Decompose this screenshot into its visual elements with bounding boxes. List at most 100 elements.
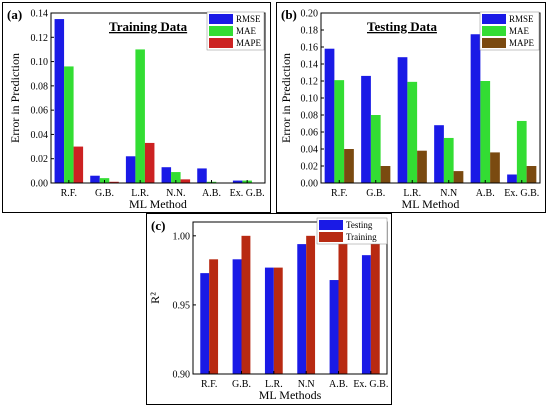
bar xyxy=(334,80,345,183)
x-tick-label: Ex. G.B. xyxy=(230,188,265,199)
r-squared-bar-chart: (c) 0.90 0.95 1.00 R.F. G.B. L.R. N.N A.B. Ex. G.… xyxy=(148,217,388,402)
legend-label: RMSE xyxy=(509,14,534,24)
y-tick-label: 0.95 xyxy=(173,300,191,311)
bar xyxy=(73,146,84,183)
y-tick-label: 0.12 xyxy=(301,77,319,88)
x-axis-title: ML Methods xyxy=(259,388,322,402)
x-tick-label: L.R. xyxy=(403,188,421,199)
y-tick-label: 0.12 xyxy=(31,33,49,44)
y-tick-label: 0.90 xyxy=(173,370,191,381)
bar xyxy=(241,235,251,374)
bar xyxy=(526,166,537,183)
y-tick-label: 0.02 xyxy=(301,162,319,173)
x-tick-label: N.N xyxy=(440,188,457,199)
chart-panel-r-squared: (c) 0.90 0.95 1.00 R.F. G.B. L.R. N.N A.B. Ex. G.… xyxy=(146,213,392,405)
legend-label: MAE xyxy=(236,26,257,36)
chart-panel-testing: (b) Testing Data 0.00 0.02 0.04 0.06 0.08 0.10 0… xyxy=(276,2,546,213)
bar xyxy=(329,280,339,374)
bar xyxy=(344,149,354,183)
bar xyxy=(144,142,155,183)
legend-label: Training xyxy=(346,232,377,242)
bar xyxy=(470,34,481,183)
y-tick-label: 0.06 xyxy=(31,106,49,117)
bar xyxy=(480,81,491,183)
y-tick-label: 0.04 xyxy=(301,145,319,156)
y-tick-label: 0.00 xyxy=(301,179,319,190)
x-tick-label: A.B. xyxy=(476,188,495,199)
y-tick-label: 0.16 xyxy=(301,43,319,54)
plot-area-frame xyxy=(192,221,388,375)
x-tick-label: Ex. G.B. xyxy=(353,379,388,390)
legend-label: MAE xyxy=(509,26,530,36)
chart-title: Testing Data xyxy=(367,19,437,34)
bar xyxy=(361,255,371,374)
y-tick-label: 0.06 xyxy=(301,128,319,139)
bar xyxy=(232,180,243,183)
training-bar-chart: (a) Training Data 0.00 0.02 0.04 0.06 0.08 0.10… xyxy=(7,7,266,211)
bar xyxy=(209,259,219,374)
legend-swatch xyxy=(319,220,343,230)
legend-swatch xyxy=(482,38,506,48)
y-tick-label: 0.08 xyxy=(31,81,49,92)
x-tick-label: Ex. G.B. xyxy=(504,188,539,199)
y-axis-title: Error in Prediction xyxy=(8,53,22,143)
x-axis-title: ML Method xyxy=(402,197,460,211)
x-tick-label: N.N xyxy=(298,379,315,390)
bar xyxy=(516,120,527,183)
bar xyxy=(507,174,517,183)
legend-swatch xyxy=(209,26,233,36)
bar xyxy=(109,181,119,183)
legend-label: Testing xyxy=(346,220,373,230)
x-tick-label: R.F. xyxy=(201,379,217,390)
x-axis-title: ML Method xyxy=(129,197,187,211)
bar xyxy=(171,172,181,183)
bar xyxy=(380,166,391,183)
x-tick-label: L.R. xyxy=(265,379,283,390)
y-tick-label: 0.14 xyxy=(301,60,319,71)
plot-area-frame xyxy=(320,12,541,184)
bar xyxy=(180,179,191,183)
y-tick-label: 0.08 xyxy=(301,111,319,122)
y-tick-label: 0.10 xyxy=(31,57,49,68)
bar xyxy=(338,235,348,374)
y-tick-label: 0.20 xyxy=(301,9,319,20)
testing-bar-chart: (b) Testing Data 0.00 0.02 0.04 0.06 0.08 0.10 0… xyxy=(279,7,541,211)
bar xyxy=(453,171,464,183)
panel-letter: (a) xyxy=(7,7,22,22)
x-tick-label: A.B. xyxy=(202,188,221,199)
bar xyxy=(161,167,172,183)
panel-letter: (c) xyxy=(151,218,165,233)
bar xyxy=(324,48,335,184)
bar xyxy=(90,175,100,183)
bar xyxy=(370,115,381,183)
x-tick-label: R.F. xyxy=(331,188,347,199)
bar xyxy=(443,137,454,183)
bar xyxy=(397,57,408,184)
bar xyxy=(434,125,444,183)
y-axis-title: R² xyxy=(148,292,162,304)
bar xyxy=(370,235,380,374)
bar xyxy=(264,267,274,374)
bar xyxy=(407,81,418,183)
legend-label: MAPE xyxy=(236,38,262,48)
bar xyxy=(135,49,145,183)
y-tick-label: 0.02 xyxy=(31,154,49,165)
y-tick-label: 1.00 xyxy=(173,231,191,242)
chart-panel-training: (a) Training Data 0.00 0.02 0.04 0.06 0.08 0.10… xyxy=(2,2,271,213)
x-tick-label: L.R. xyxy=(131,188,149,199)
x-tick-label: A.B. xyxy=(329,379,348,390)
bar xyxy=(197,168,207,183)
bar xyxy=(490,152,500,183)
bar xyxy=(273,267,283,374)
panel-letter: (b) xyxy=(281,7,297,22)
x-tick-label: G.B. xyxy=(95,188,114,199)
bar xyxy=(64,66,74,183)
y-tick-label: 0.04 xyxy=(31,130,49,141)
x-tick-label: N.N. xyxy=(166,188,185,199)
y-tick-label: 0.18 xyxy=(301,26,319,37)
y-tick-label: 0.14 xyxy=(31,9,49,20)
bar xyxy=(361,75,371,183)
plot-area-frame xyxy=(50,12,266,184)
bar xyxy=(417,150,427,183)
bar xyxy=(200,273,210,374)
